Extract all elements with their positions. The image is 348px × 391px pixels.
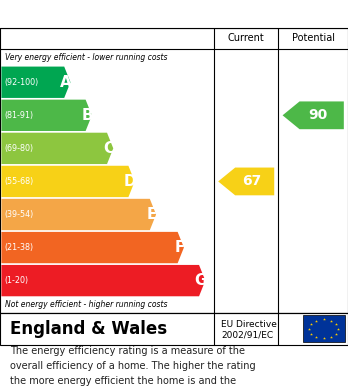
Polygon shape	[218, 168, 274, 196]
Text: 90: 90	[309, 108, 328, 122]
Text: (69-80): (69-80)	[4, 144, 33, 153]
Text: Energy Efficiency Rating: Energy Efficiency Rating	[69, 7, 279, 22]
Bar	[303, 316, 345, 342]
Text: (81-91): (81-91)	[4, 111, 33, 120]
Text: (21-38): (21-38)	[4, 243, 33, 252]
Text: 2002/91/EC: 2002/91/EC	[221, 330, 273, 339]
Text: EU Directive: EU Directive	[221, 321, 277, 330]
Polygon shape	[1, 232, 184, 263]
Text: Very energy efficient - lower running costs: Very energy efficient - lower running co…	[5, 53, 168, 62]
Text: D: D	[124, 174, 137, 189]
Text: (55-68): (55-68)	[4, 177, 33, 186]
Text: Potential: Potential	[292, 33, 335, 43]
Text: C: C	[103, 141, 114, 156]
Text: 67: 67	[242, 174, 261, 188]
Polygon shape	[1, 199, 156, 230]
Polygon shape	[1, 133, 113, 164]
Text: (39-54): (39-54)	[4, 210, 33, 219]
Text: (1-20): (1-20)	[4, 276, 28, 285]
Text: B: B	[82, 108, 93, 123]
Text: England & Wales: England & Wales	[10, 320, 168, 338]
Polygon shape	[1, 166, 135, 197]
Text: The energy efficiency rating is a measure of the
overall efficiency of a home. T: The energy efficiency rating is a measur…	[10, 346, 256, 391]
Polygon shape	[1, 265, 205, 296]
Text: A: A	[60, 75, 72, 90]
Text: F: F	[174, 240, 185, 255]
Polygon shape	[283, 101, 344, 129]
Text: Not energy efficient - higher running costs: Not energy efficient - higher running co…	[5, 300, 168, 309]
Text: Current: Current	[228, 33, 264, 43]
Text: (92-100): (92-100)	[4, 78, 38, 87]
Polygon shape	[1, 100, 92, 131]
Text: E: E	[147, 207, 157, 222]
Polygon shape	[1, 66, 70, 98]
Text: G: G	[195, 273, 207, 288]
